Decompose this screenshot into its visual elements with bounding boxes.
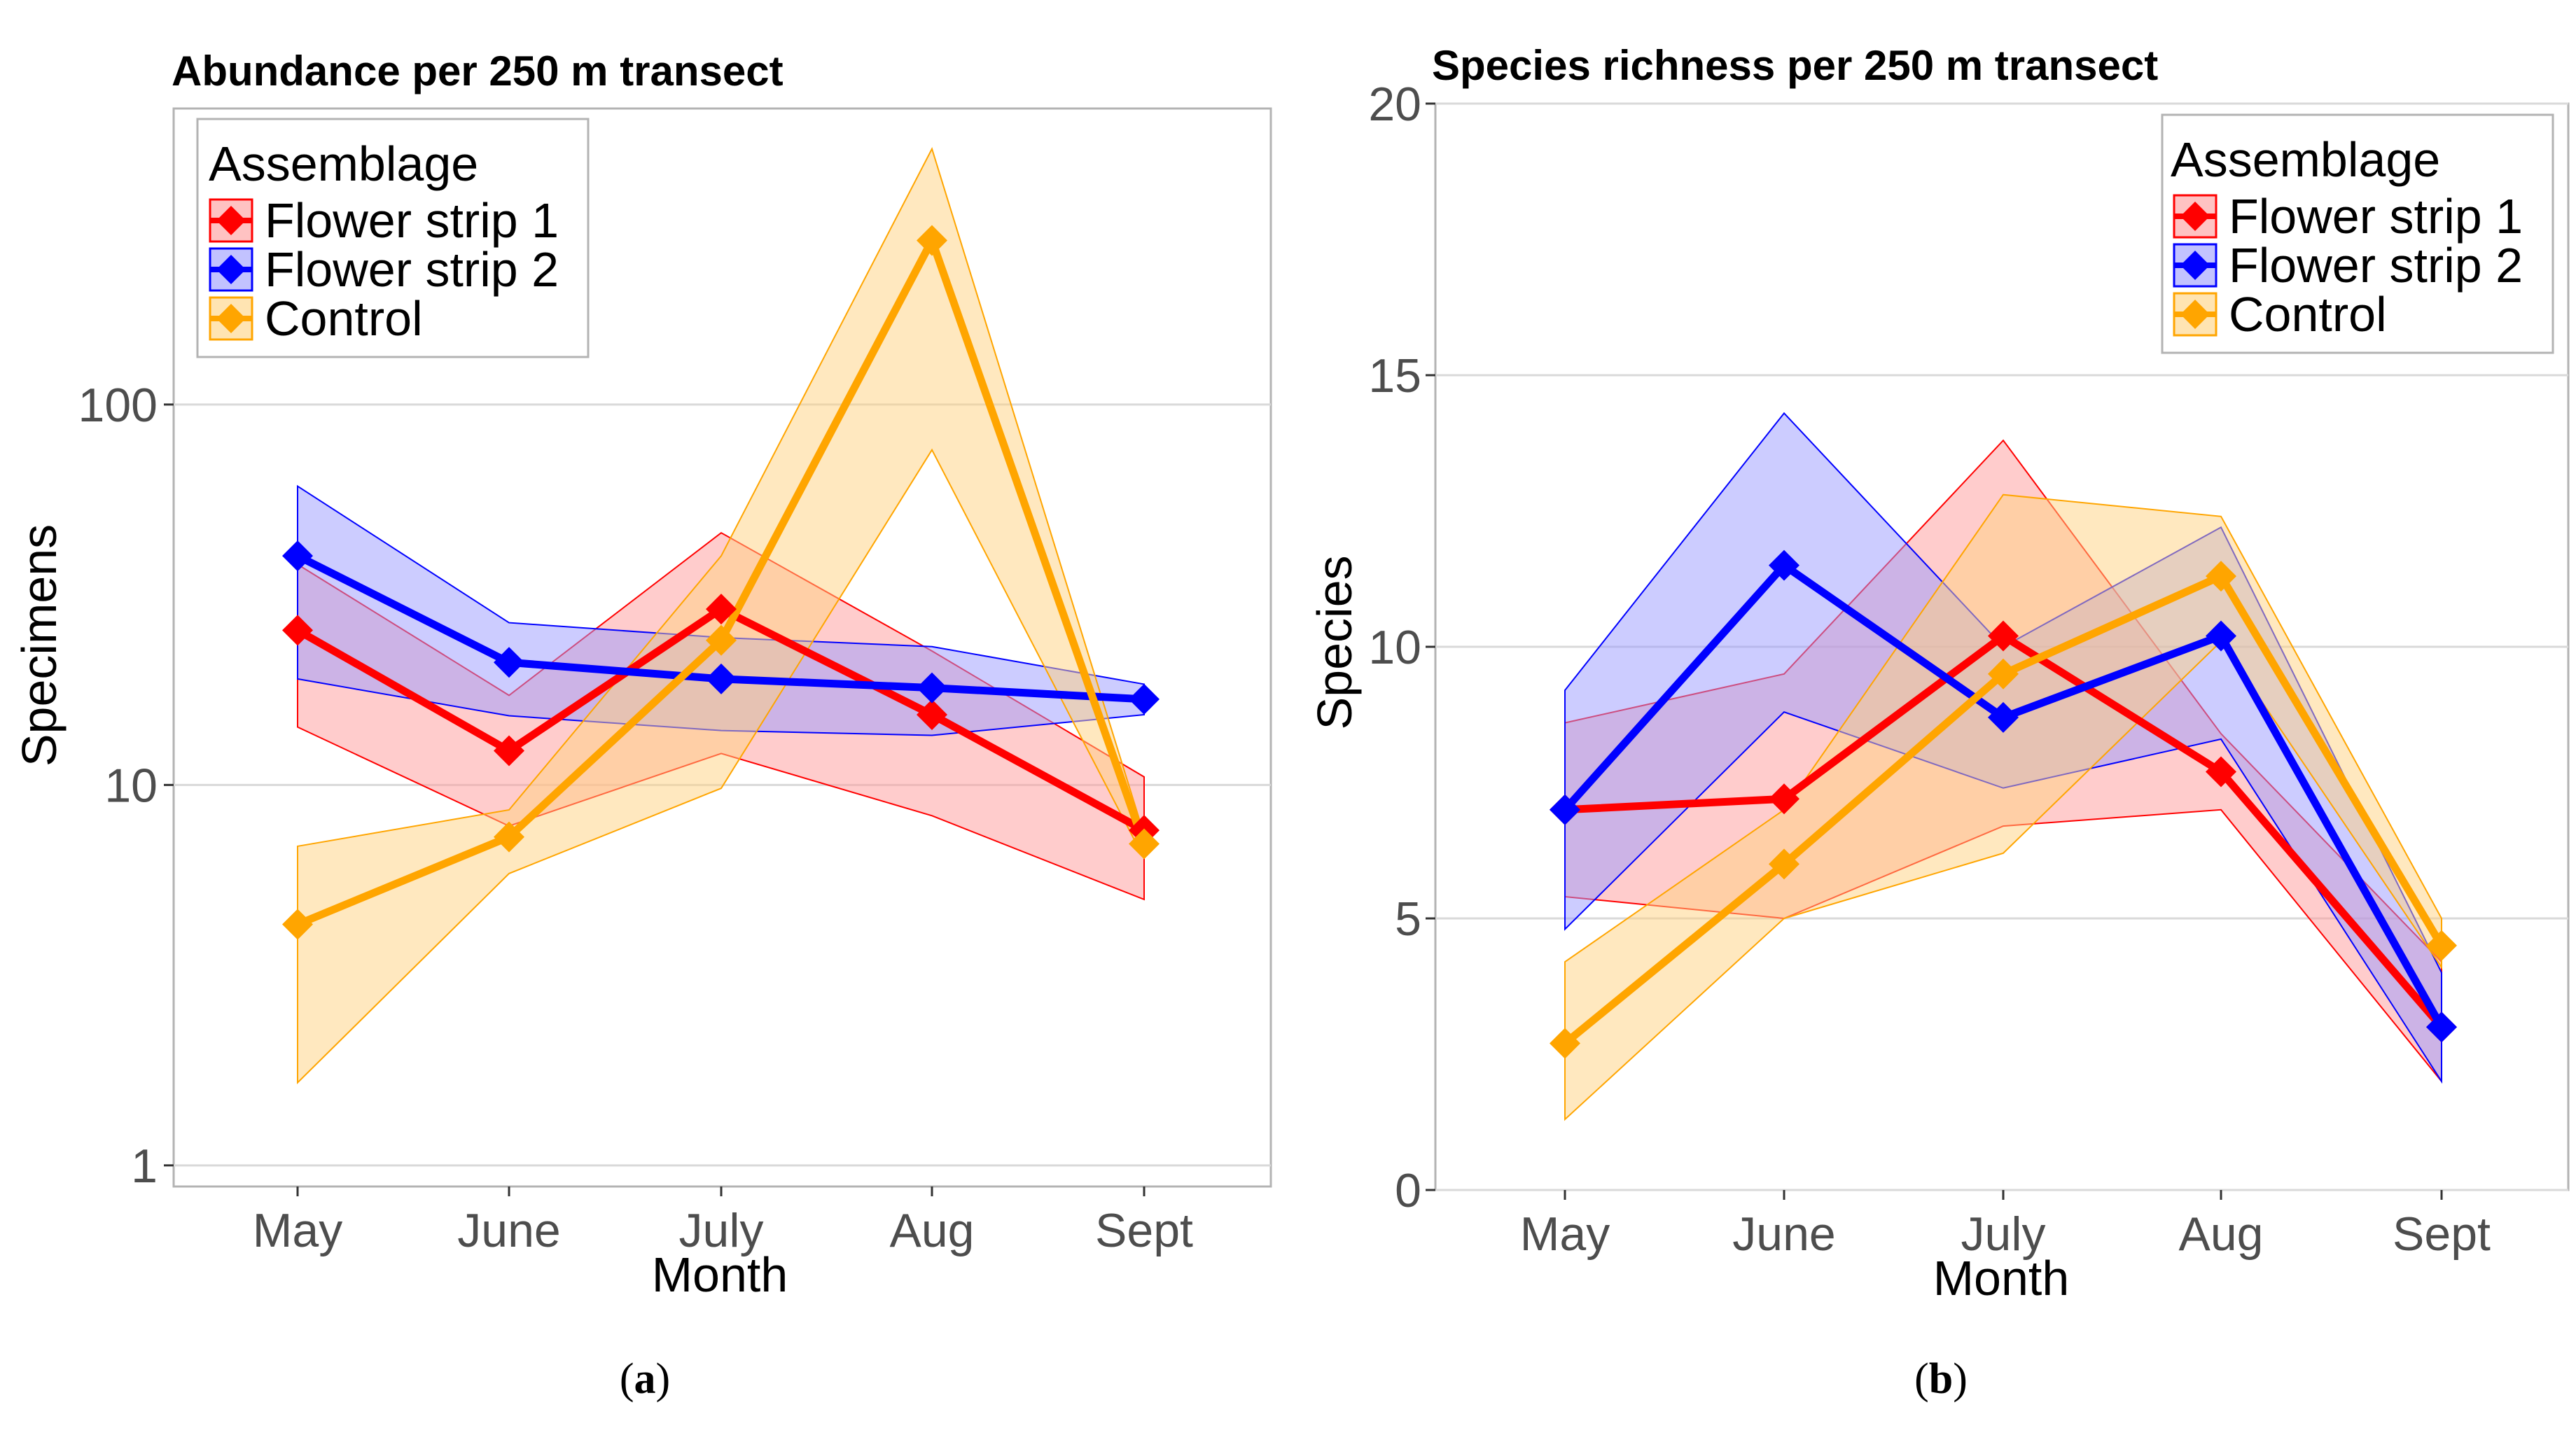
x-tick-label: June [457, 1204, 560, 1257]
x-tick-label: Sept [1095, 1204, 1193, 1257]
point-control-may [1550, 1028, 1580, 1059]
y-tick-label: 20 [1368, 78, 1421, 131]
point-flower-strip-2-may [282, 540, 313, 572]
legend-item-control: Control [209, 291, 423, 346]
x-axis-label: Month [652, 1247, 788, 1302]
abundance-panel: Abundance per 250 m transect 1 10 100 May J… [12, 48, 1272, 1403]
point-control-aug [2206, 561, 2236, 592]
legend-item-flower-strip-2: Flower strip 2 [2173, 238, 2523, 293]
x-tick-labels: May June July Aug Sept [253, 1186, 1193, 1257]
legend-key-marker [2180, 251, 2210, 280]
point-flower-strip-1-june [1769, 783, 1799, 815]
y-tick-labels: 0 5 10 15 20 [1368, 78, 1435, 1217]
point-flower-strip-2-sept [1129, 683, 1160, 715]
point-flower-strip-2-aug [917, 672, 947, 704]
legend-title: Assemblage [2171, 132, 2440, 187]
legend-box [2161, 113, 2554, 354]
point-flower-strip-2-june [1769, 550, 1799, 581]
chart-title: Species richness per 250 m transect [1432, 42, 2158, 89]
point-control-july [706, 624, 737, 656]
point-flower-strip-1-aug [2206, 756, 2236, 788]
x-tick-label: Sept [2393, 1208, 2491, 1261]
y-tick-label: 100 [78, 379, 158, 432]
data-points [1550, 550, 2457, 1059]
y-axis-label: Species [1307, 555, 1362, 729]
x-tick-labels: May June July Aug Sept [1520, 1190, 2491, 1261]
legend-box [196, 118, 590, 358]
point-flower-strip-1-july [1988, 620, 2019, 652]
legend-key-marker [216, 255, 246, 284]
legend-label: Control [265, 291, 423, 346]
x-tick-label: July [679, 1204, 764, 1257]
species-richness-panel: Species richness per 250 m transect 0 5 10… [1307, 42, 2570, 1403]
caption-letter: a [634, 1355, 656, 1403]
point-control-sept [1129, 828, 1160, 860]
legend-key-marker [2180, 300, 2210, 329]
y-tick-label: 5 [1395, 892, 1421, 946]
legend-label: Flower strip 2 [2229, 238, 2523, 293]
point-flower-strip-2-aug [2206, 620, 2236, 652]
y-axis-label: Specimens [12, 524, 67, 766]
legend-title: Assemblage [209, 136, 478, 191]
point-control-aug [917, 225, 947, 256]
x-tick-label: Aug [2179, 1208, 2264, 1261]
chart-title: Abundance per 250 m transect [172, 48, 784, 94]
point-flower-strip-1-july [706, 594, 737, 625]
legend-label: Flower strip 2 [265, 242, 559, 297]
y-tick-label: 10 [1368, 621, 1421, 674]
legend-item-flower-strip-1: Flower strip 1 [209, 193, 559, 248]
caption-b: (b) [1914, 1355, 1968, 1403]
point-control-sept [2426, 930, 2457, 961]
y-tick-label: 0 [1395, 1164, 1421, 1217]
x-tick-label: May [253, 1204, 342, 1257]
legend-key-marker [2180, 202, 2210, 231]
legend-key-marker [216, 206, 246, 235]
point-flower-strip-1-june [494, 735, 524, 766]
point-flower-strip-1-aug [917, 699, 947, 730]
x-tick-label: Aug [890, 1204, 975, 1257]
point-control-july [1988, 658, 2019, 690]
legend-item-flower-strip-2: Flower strip 2 [209, 242, 559, 297]
legend-label: Flower strip 1 [2229, 189, 2523, 244]
legend-item-flower-strip-1: Flower strip 1 [2173, 189, 2523, 244]
caption-a: (a) [620, 1355, 670, 1403]
y-tick-label: 1 [131, 1140, 158, 1193]
legend-key-marker [216, 304, 246, 333]
caption-letter: b [1929, 1355, 1953, 1403]
y-tick-label: 10 [104, 759, 158, 812]
point-flower-strip-2-july [706, 663, 737, 694]
point-flower-strip-2-sept [2426, 1011, 2457, 1043]
point-flower-strip-1-may [282, 615, 313, 646]
point-control-june [1769, 848, 1799, 880]
point-flower-strip-2-july [1988, 701, 2019, 733]
x-tick-label: July [1961, 1208, 2046, 1261]
data-points [282, 225, 1160, 940]
x-axis-label: Month [1933, 1251, 2070, 1306]
legend-label: Flower strip 1 [265, 193, 559, 248]
x-tick-label: May [1520, 1208, 1610, 1261]
legend-item-control: Control [2173, 287, 2387, 342]
point-flower-strip-2-june [494, 647, 524, 678]
legend-label: Control [2229, 287, 2387, 342]
point-control-may [282, 909, 313, 940]
ribbon-control [1564, 493, 2442, 1121]
y-tick-labels: 1 10 100 [78, 379, 174, 1193]
x-tick-label: June [1732, 1208, 1835, 1261]
y-tick-label: 15 [1368, 349, 1421, 402]
point-flower-strip-2-may [1550, 794, 1580, 825]
point-control-june [494, 821, 524, 853]
